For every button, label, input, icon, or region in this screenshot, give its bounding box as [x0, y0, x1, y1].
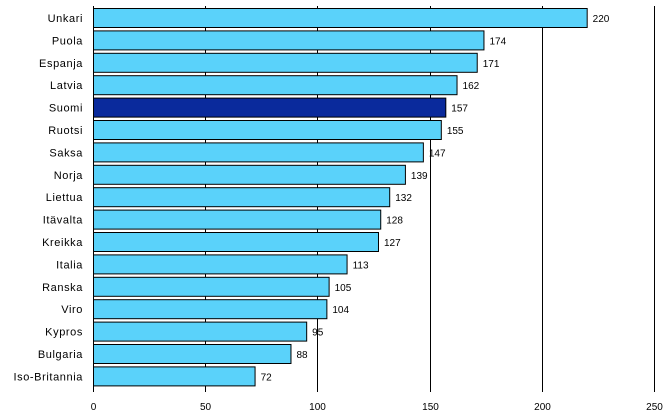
bar-liettua	[93, 187, 391, 208]
value-label: 95	[312, 328, 324, 339]
bar-saksa	[93, 142, 424, 163]
value-label: 155	[447, 126, 464, 137]
value-label: 128	[386, 216, 403, 227]
value-label: 147	[429, 148, 446, 159]
value-label: 127	[384, 238, 401, 249]
bar-bulgaria	[93, 344, 292, 364]
x-tick-label: 100	[309, 402, 326, 413]
category-label: Kreikka	[42, 237, 83, 249]
category-label: Ranska	[42, 282, 83, 294]
x-axis-ticks: 0 50 100 150 200 250	[91, 402, 664, 413]
bar-it-valta	[93, 209, 382, 230]
bar-norja	[93, 164, 406, 185]
value-label: 72	[261, 372, 273, 383]
value-label: 162	[463, 81, 480, 92]
bar-ruotsi	[93, 120, 442, 140]
x-tick-label: 150	[422, 402, 439, 413]
x-tick-label: 250	[646, 402, 663, 413]
value-label: 171	[483, 59, 500, 70]
value-label: 220	[593, 14, 610, 25]
value-label: 88	[296, 350, 308, 361]
value-label: 139	[411, 171, 428, 182]
category-labels: Unkari Puola Espanja Latvia Suomi Ruotsi Saksa…	[13, 13, 84, 383]
bar-puola	[93, 30, 485, 51]
category-label: Suomi	[49, 103, 83, 115]
category-label: Espanja	[39, 58, 83, 70]
x-tick-label: 0	[91, 402, 97, 413]
value-label: 132	[395, 193, 412, 204]
bar-viro	[93, 299, 328, 320]
bar-unkari	[93, 8, 588, 28]
category-label: Norja	[54, 170, 84, 182]
value-label: 104	[332, 305, 349, 316]
category-label: Saksa	[49, 147, 83, 159]
bar-latvia	[93, 75, 458, 96]
category-label: Kypros	[45, 327, 83, 339]
bar-kypros	[93, 321, 308, 342]
bar-italia	[93, 254, 348, 275]
x-tick-label: 50	[200, 402, 212, 413]
category-label: Iso-Britannia	[13, 371, 83, 383]
value-label: 174	[489, 36, 506, 47]
bar-espanja	[93, 52, 478, 73]
value-label: 113	[353, 260, 369, 271]
bar-suomi	[93, 97, 447, 118]
category-label: Liettua	[46, 192, 84, 204]
x-tick-label: 200	[534, 402, 551, 413]
category-label: Ruotsi	[48, 125, 83, 137]
category-label: Itävalta	[43, 215, 84, 227]
category-label: Italia	[56, 259, 83, 271]
category-label: Latvia	[50, 80, 83, 92]
bars	[93, 8, 588, 387]
category-label: Puola	[52, 35, 83, 47]
bar-kreikka	[93, 232, 379, 252]
bar-ranska	[93, 276, 330, 297]
value-label: 105	[335, 283, 352, 294]
bar-iso-britannia	[93, 366, 256, 387]
value-label: 157	[451, 104, 468, 115]
category-label: Bulgaria	[38, 349, 83, 361]
category-label: Viro	[61, 304, 83, 316]
category-label: Unkari	[48, 13, 83, 25]
